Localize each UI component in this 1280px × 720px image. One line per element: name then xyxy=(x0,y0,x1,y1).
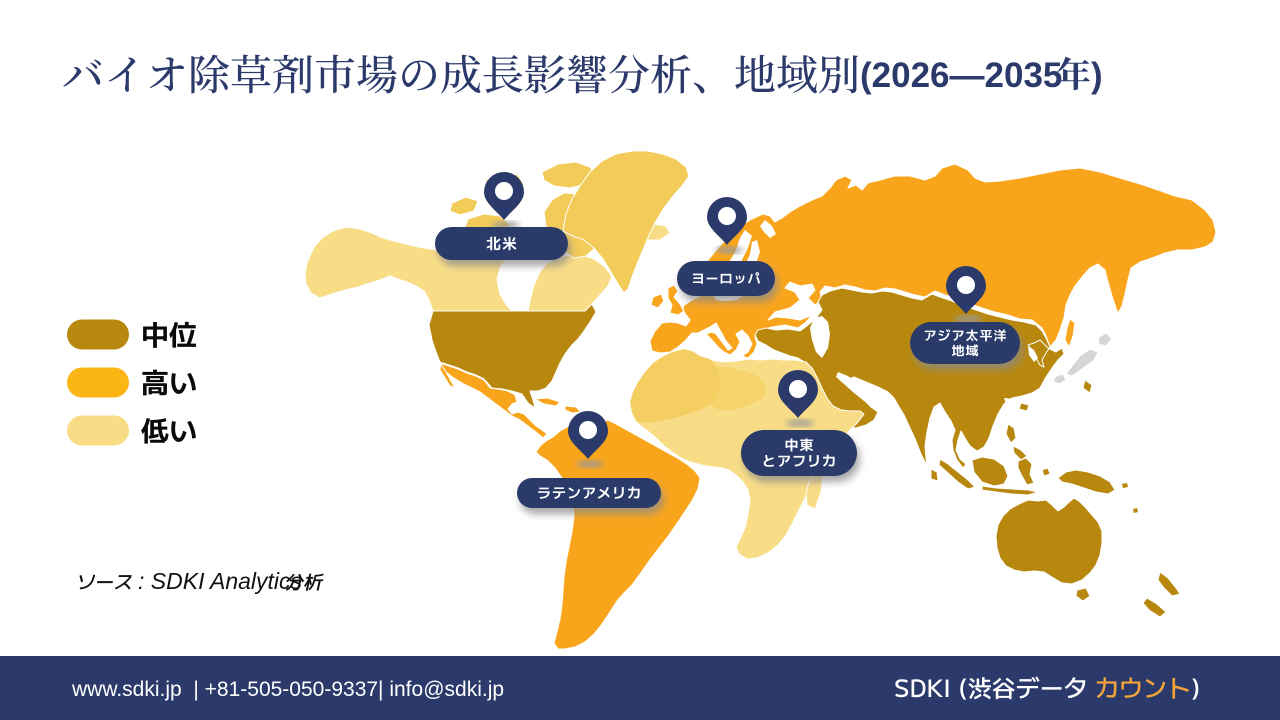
svg-text:www.sdki.jp | +81-505-050-933: www.sdki.jp | +81-505-050-9337| info@sdk… xyxy=(71,678,504,701)
svg-text:): ) xyxy=(1091,56,1103,95)
svg-text:: SDKI Analytics: : SDKI Analytics xyxy=(138,568,303,594)
svg-text:(2026—2035: (2026—2035 xyxy=(860,56,1062,95)
